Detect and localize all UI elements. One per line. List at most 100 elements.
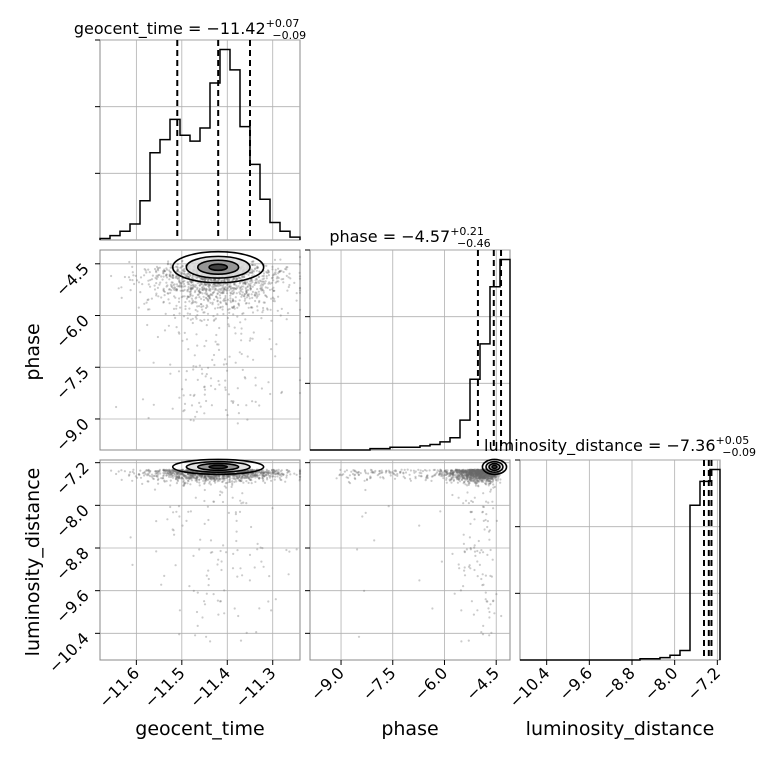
scatter-point	[234, 474, 237, 477]
scatter-point	[181, 259, 184, 262]
scatter-point	[192, 589, 195, 593]
scatter-point	[262, 291, 265, 294]
scatter-point	[480, 577, 483, 581]
scatter-point	[178, 285, 181, 288]
scatter-point	[251, 279, 254, 282]
scatter-point	[202, 289, 205, 292]
scatter-point	[183, 295, 186, 298]
scatter-point	[203, 475, 207, 478]
scatter-point	[153, 470, 157, 473]
scatter-point	[261, 474, 264, 477]
scatter-point	[484, 477, 487, 480]
scatter-point	[246, 294, 249, 297]
scatter-point	[212, 593, 215, 596]
scatter-point	[196, 286, 199, 289]
scatter-point	[223, 479, 226, 482]
scatter-point	[174, 287, 177, 290]
scatter-point	[242, 294, 245, 298]
scatter-point	[298, 473, 302, 476]
scatter-point	[478, 476, 481, 479]
scatter-point	[430, 479, 433, 482]
scatter-point	[213, 284, 217, 287]
scatter-point	[156, 268, 159, 271]
scatter-point	[176, 471, 179, 474]
scatter-point	[256, 474, 259, 477]
scatter-point	[244, 282, 247, 285]
scatter-point	[464, 483, 467, 486]
scatter-point	[469, 473, 472, 476]
scatter-point	[261, 475, 264, 478]
scatter-point	[190, 479, 193, 482]
scatter-point	[445, 470, 448, 473]
scatter-point	[238, 479, 241, 482]
scatter-point	[466, 469, 469, 472]
scatter-point	[461, 474, 464, 477]
scatter-point	[176, 480, 179, 483]
scatter-point	[464, 469, 467, 472]
scatter-point	[489, 482, 492, 485]
scatter-point	[256, 475, 259, 478]
scatter-point	[245, 631, 248, 634]
scatter-point	[490, 476, 493, 479]
scatter-point	[277, 472, 280, 475]
scatter-point	[477, 485, 480, 488]
scatter-point	[169, 473, 172, 477]
scatter-point	[195, 477, 198, 480]
scatter-point	[454, 469, 457, 472]
scatter-point	[245, 404, 248, 407]
scatter-point	[369, 476, 372, 479]
scatter-point	[168, 269, 171, 272]
scatter-point	[402, 475, 405, 478]
scatter-point	[182, 410, 185, 413]
scatter-point	[255, 278, 258, 281]
scatter-point	[141, 398, 145, 401]
scatter-point	[198, 478, 201, 481]
scatter-point	[207, 475, 210, 478]
scatter-point	[274, 475, 277, 478]
xtick-label-phase-1: −7.5	[359, 663, 400, 704]
scatter-point	[169, 471, 172, 474]
scatter-point	[476, 479, 479, 482]
scatter-point	[198, 474, 201, 477]
ytick-label-phase-2: −6.0	[52, 311, 93, 352]
scatter-point	[184, 285, 187, 288]
scatter-point	[470, 472, 473, 475]
scatter-point	[171, 528, 174, 531]
scatter-point	[183, 474, 186, 477]
scatter-point	[298, 357, 302, 360]
scatter-point	[471, 469, 475, 472]
scatter-point	[196, 310, 199, 313]
scatter-point	[473, 470, 476, 473]
scatter-point	[484, 482, 487, 485]
scatter-point	[468, 468, 471, 471]
scatter-point	[169, 270, 172, 273]
scatter-point	[473, 480, 476, 483]
scatter-point	[165, 273, 168, 276]
scatter-point	[191, 294, 194, 297]
scatter-point	[184, 476, 187, 479]
scatter-point	[155, 471, 158, 474]
scatter-point	[279, 470, 282, 473]
scatter-point	[217, 379, 220, 383]
scatter-point	[473, 546, 476, 549]
scatter-point	[212, 286, 215, 289]
scatter-point	[255, 269, 258, 272]
scatter-point	[458, 469, 461, 472]
scatter-point	[232, 292, 235, 295]
scatter-point	[400, 468, 403, 471]
scatter-point	[127, 474, 131, 477]
scatter-point	[203, 412, 206, 415]
scatter-point	[222, 283, 225, 286]
scatter-point	[195, 410, 198, 413]
scatter-point	[243, 376, 246, 379]
scatter-point	[483, 477, 486, 480]
scatter-point	[205, 373, 208, 376]
scatter-point	[232, 299, 235, 302]
scatter-point	[467, 480, 470, 483]
scatter-point	[282, 277, 285, 281]
scatter-point	[203, 488, 206, 492]
scatter-point	[179, 472, 182, 476]
scatter-point	[239, 479, 242, 483]
scatter-point	[194, 415, 197, 418]
